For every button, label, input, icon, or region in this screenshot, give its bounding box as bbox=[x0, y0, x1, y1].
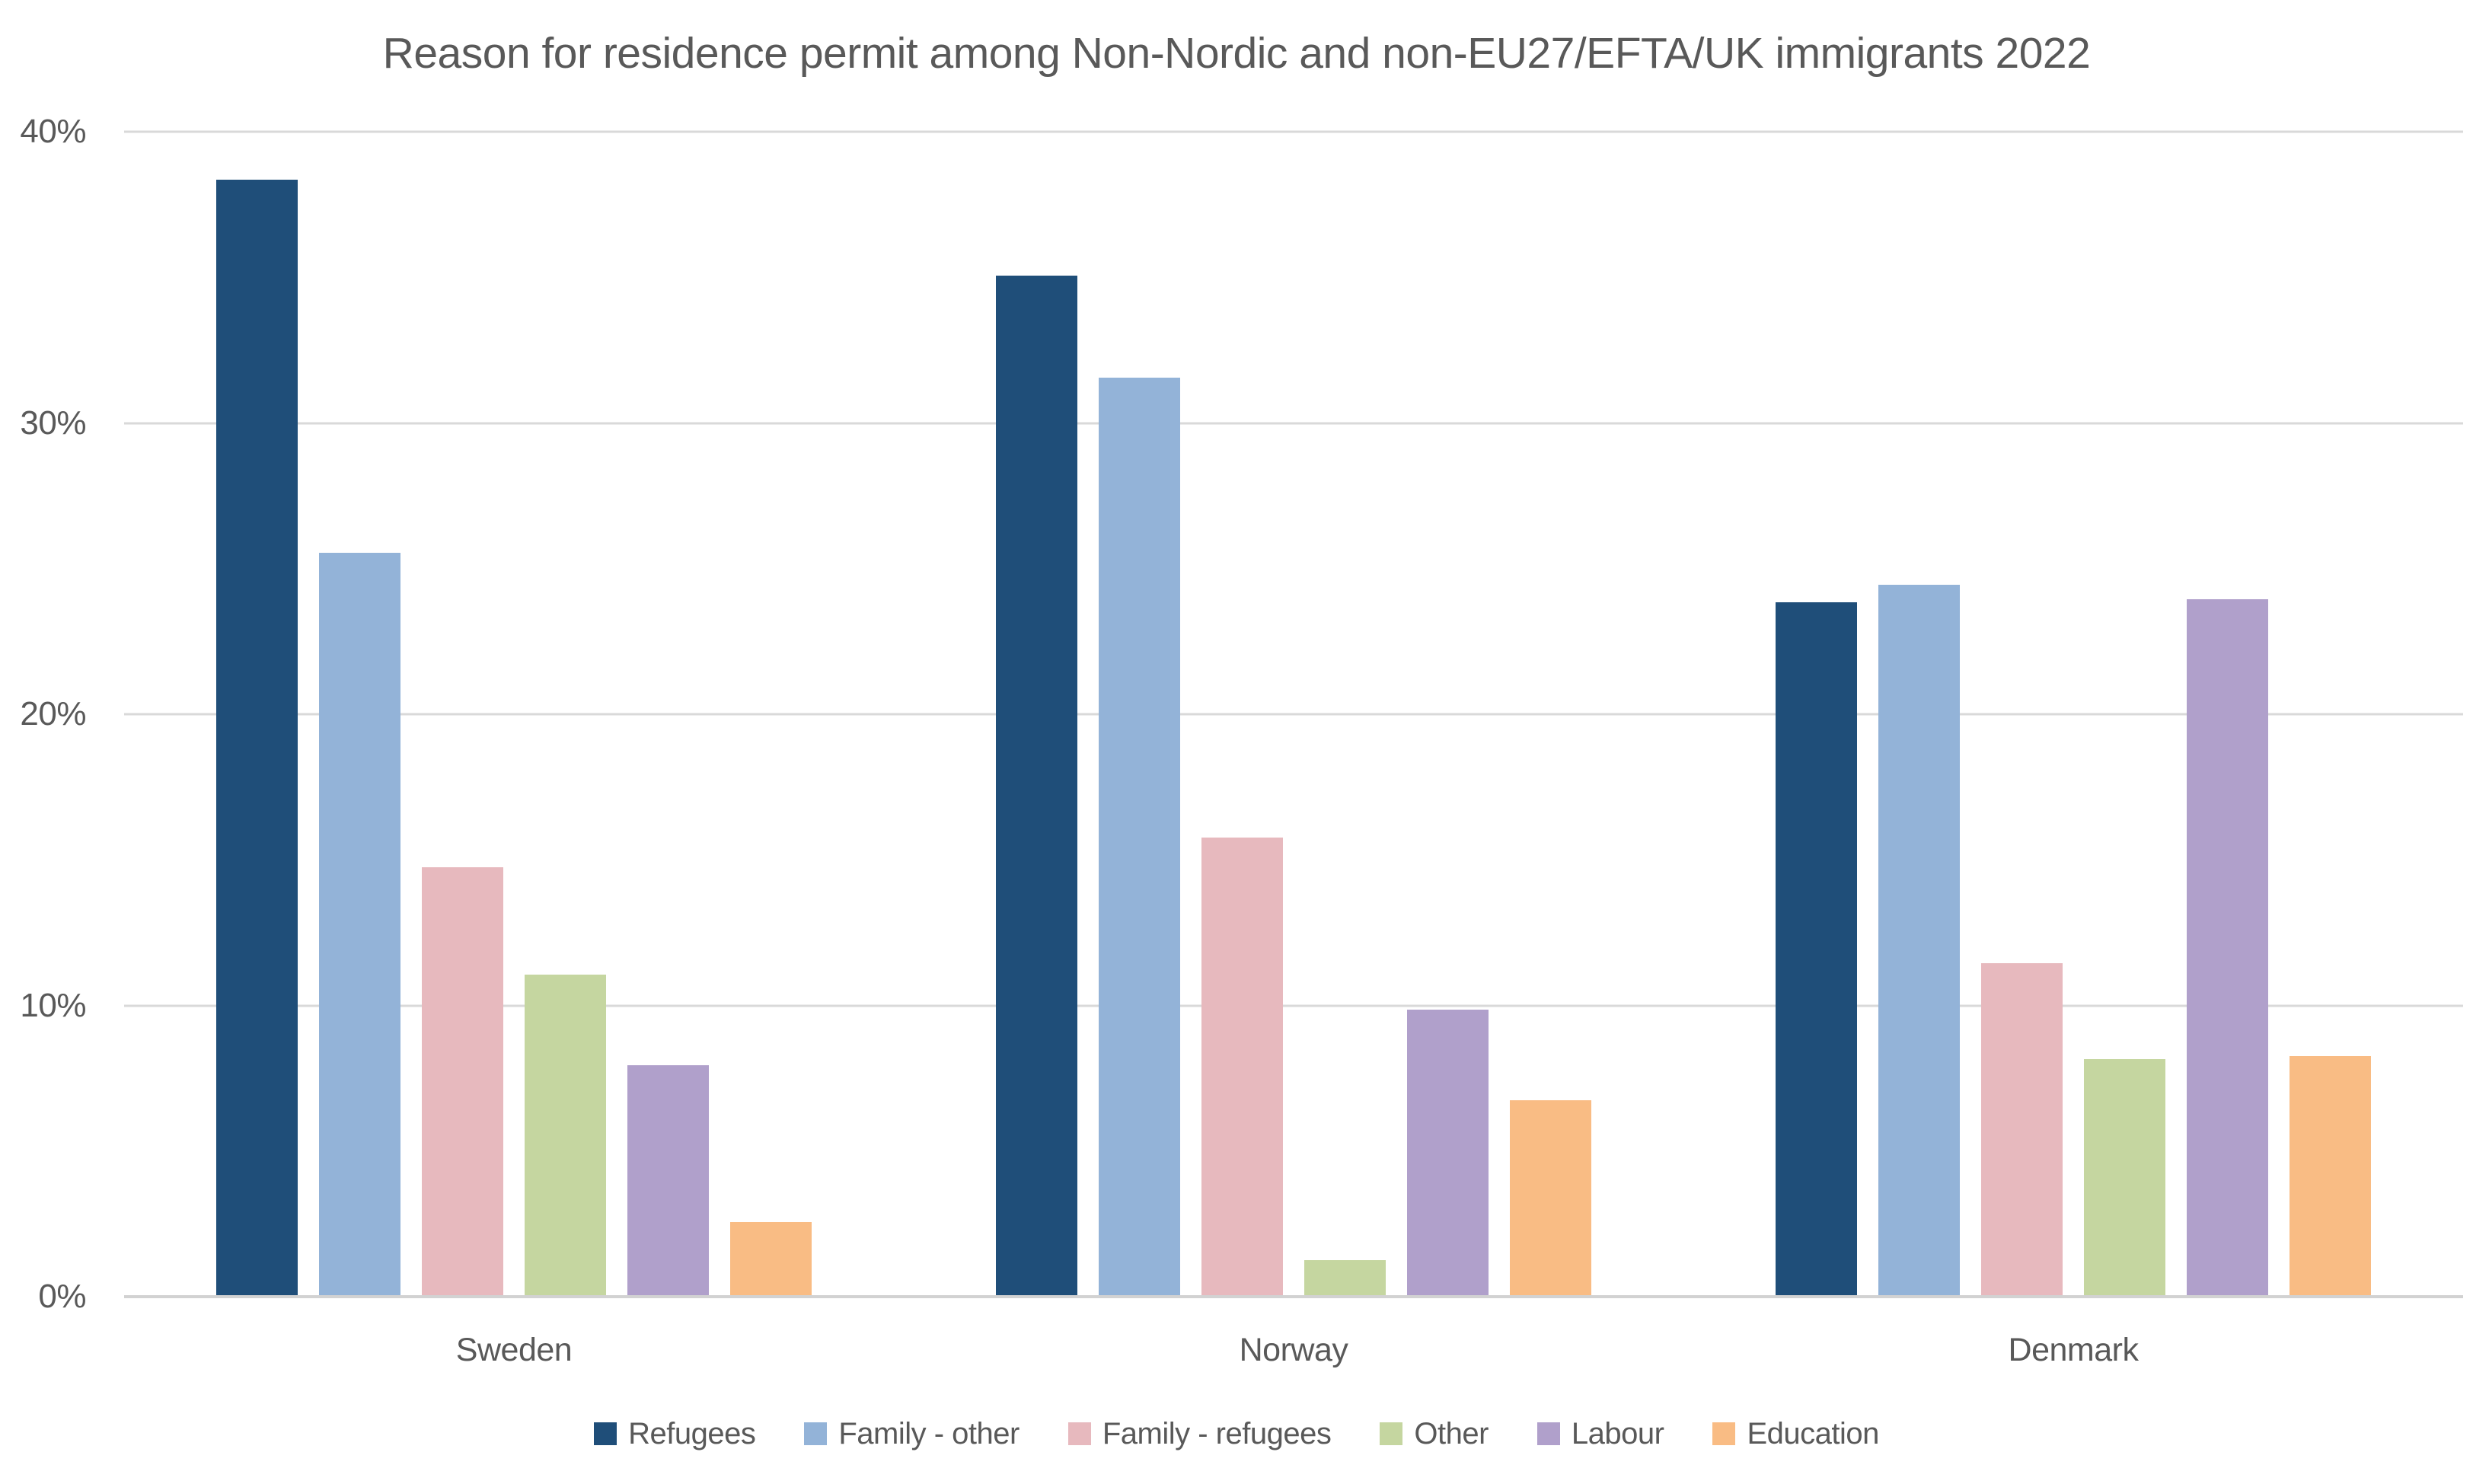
legend-label-family-other: Family - other bbox=[838, 1417, 1020, 1450]
legend-item-family-refugees: Family - refugees bbox=[1067, 1417, 1332, 1450]
legend-swatch-family-refugees bbox=[1067, 1422, 1091, 1445]
legend: Refugees Family - other Family - refugees O… bbox=[0, 1411, 2473, 1457]
gridline-10 bbox=[124, 1004, 2463, 1007]
y-tick-label-20: 20% bbox=[20, 695, 86, 732]
legend-label-refugees: Refugees bbox=[628, 1417, 756, 1450]
bar-norway-labour bbox=[1407, 1010, 1489, 1295]
bar-denmark-other bbox=[2084, 1059, 2165, 1295]
legend-item-education: Education bbox=[1712, 1417, 1879, 1450]
legend-label-other: Other bbox=[1414, 1417, 1489, 1450]
bar-sweden-education bbox=[730, 1222, 812, 1295]
bar-sweden-refugees bbox=[216, 180, 298, 1295]
bar-sweden-family-refugees bbox=[422, 866, 503, 1295]
bar-denmark-family-refugees bbox=[1981, 962, 2063, 1295]
legend-item-other: Other bbox=[1380, 1417, 1489, 1450]
bar-group-denmark bbox=[1776, 130, 2371, 1295]
gridline-20 bbox=[124, 713, 2463, 716]
gridline-30 bbox=[124, 422, 2463, 424]
x-axis-label-norway: Norway bbox=[1239, 1332, 1348, 1368]
y-axis: 40% 30% 20% 10% 0% bbox=[0, 115, 86, 1313]
x-axis-label-sweden: Sweden bbox=[455, 1332, 573, 1368]
bar-denmark-labour bbox=[2187, 598, 2268, 1295]
legend-item-labour: Labour bbox=[1536, 1417, 1664, 1450]
legend-label-education: Education bbox=[1747, 1417, 1879, 1450]
legend-swatch-family-other bbox=[804, 1422, 828, 1445]
bar-sweden-other bbox=[525, 975, 606, 1295]
bar-norway-family-other bbox=[1099, 378, 1180, 1295]
x-axis-label-denmark: Denmark bbox=[2008, 1332, 2139, 1368]
legend-label-labour: Labour bbox=[1571, 1417, 1664, 1450]
legend-label-family-refugees: Family - refugees bbox=[1102, 1417, 1332, 1450]
bar-sweden-labour bbox=[627, 1064, 709, 1295]
x-axis: Sweden Norway Denmark bbox=[124, 1331, 2463, 1384]
bar-group-sweden bbox=[216, 130, 812, 1295]
bar-denmark-family-other bbox=[1878, 584, 1960, 1295]
legend-item-family-other: Family - other bbox=[804, 1417, 1020, 1450]
legend-swatch-refugees bbox=[594, 1422, 617, 1445]
y-tick-label-10: 10% bbox=[20, 986, 86, 1024]
bar-denmark-education bbox=[2290, 1056, 2371, 1295]
x-axis-baseline bbox=[124, 1295, 2463, 1298]
plot-area bbox=[124, 130, 2463, 1298]
legend-swatch-labour bbox=[1536, 1422, 1560, 1445]
legend-swatch-other bbox=[1380, 1422, 1403, 1445]
y-tick-label-0: 0% bbox=[38, 1278, 86, 1315]
gridline-40 bbox=[124, 130, 2463, 133]
bar-norway-education bbox=[1510, 1099, 1591, 1295]
y-tick-label-30: 30% bbox=[20, 404, 86, 442]
legend-swatch-education bbox=[1712, 1422, 1736, 1445]
bar-norway-refugees bbox=[996, 276, 1077, 1295]
y-tick-label-40: 40% bbox=[20, 113, 86, 150]
bar-norway-family-refugees bbox=[1201, 838, 1283, 1295]
chart-title: Reason for residence permit among Non-No… bbox=[382, 29, 2091, 78]
bar-norway-other bbox=[1304, 1260, 1386, 1295]
legend-item-refugees: Refugees bbox=[594, 1417, 756, 1450]
bar-denmark-refugees bbox=[1776, 602, 1857, 1295]
bar-group-norway bbox=[996, 130, 1591, 1295]
bar-sweden-family-other bbox=[319, 552, 400, 1295]
